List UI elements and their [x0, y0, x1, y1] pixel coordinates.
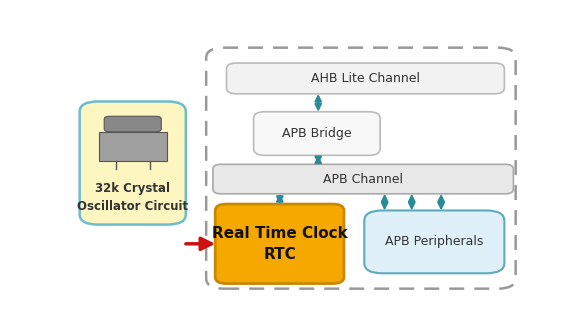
Text: APB Bridge: APB Bridge: [282, 127, 352, 140]
Text: APB Channel: APB Channel: [323, 172, 403, 185]
FancyBboxPatch shape: [364, 210, 504, 273]
FancyBboxPatch shape: [215, 204, 344, 284]
Text: APB Peripherals: APB Peripherals: [385, 235, 483, 248]
FancyBboxPatch shape: [80, 102, 186, 224]
FancyBboxPatch shape: [213, 164, 514, 194]
FancyBboxPatch shape: [226, 63, 504, 94]
FancyBboxPatch shape: [104, 116, 161, 132]
FancyBboxPatch shape: [99, 132, 167, 161]
Text: Real Time Clock
RTC: Real Time Clock RTC: [212, 226, 347, 262]
Text: 32k Crystal
Oscillator Circuit: 32k Crystal Oscillator Circuit: [77, 182, 188, 213]
Text: AHB Lite Channel: AHB Lite Channel: [311, 72, 420, 85]
FancyBboxPatch shape: [254, 112, 380, 155]
